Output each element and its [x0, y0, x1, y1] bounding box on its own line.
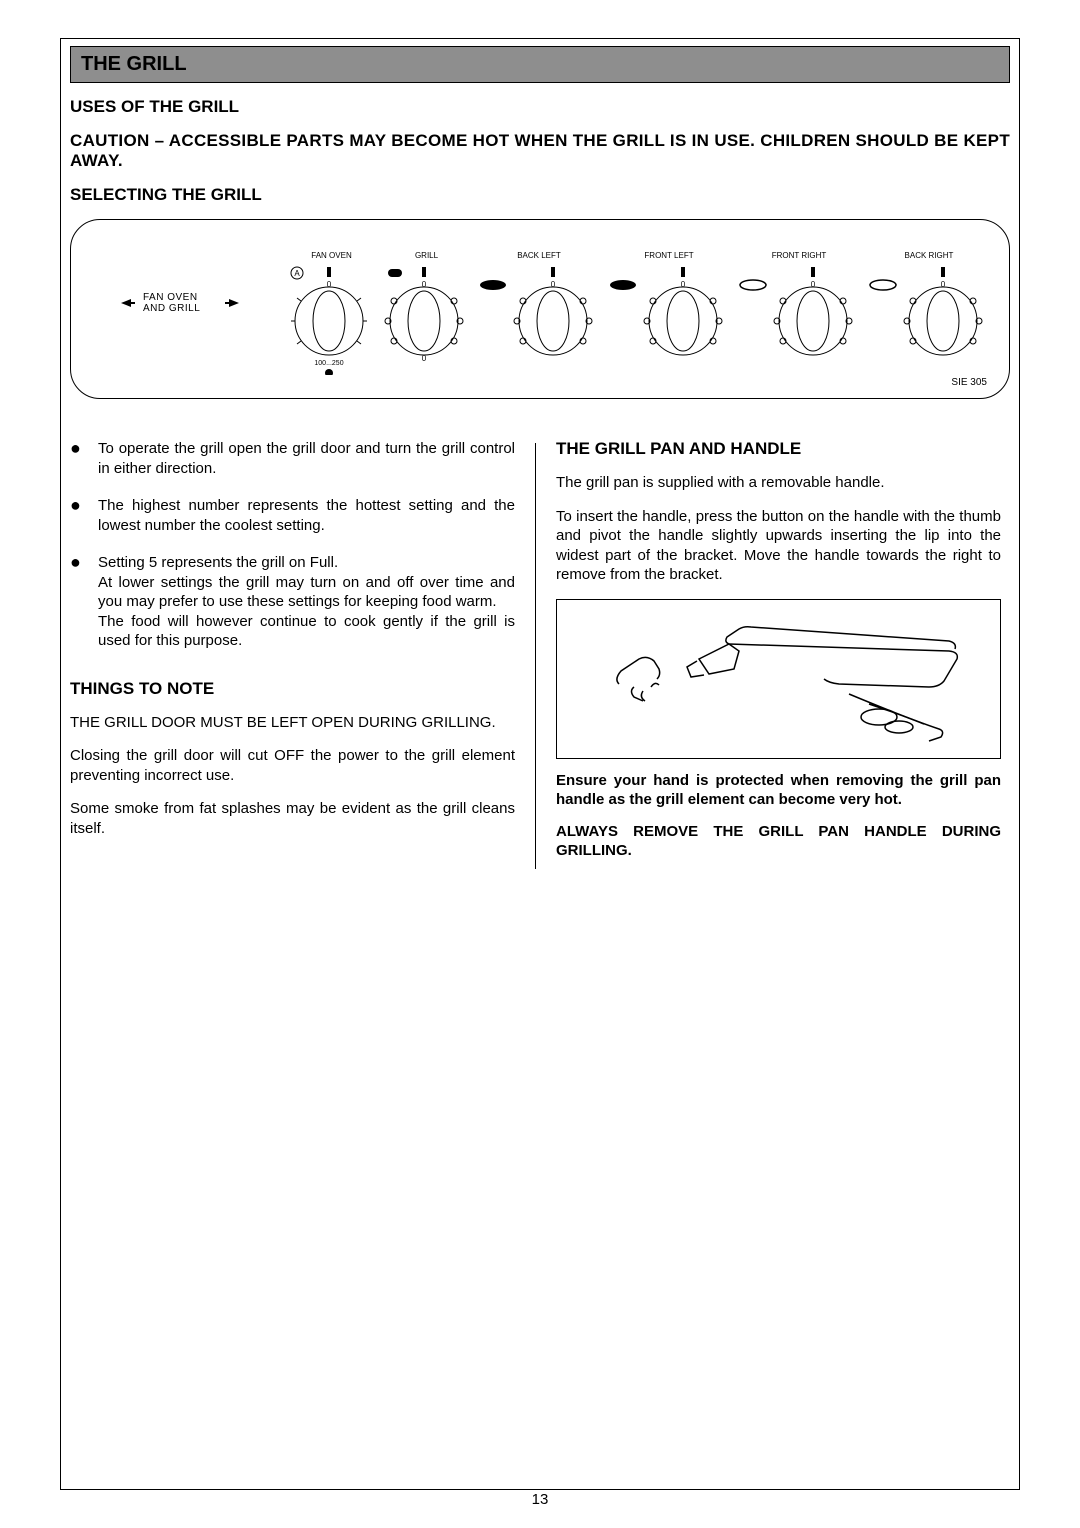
diagram-content: FAN OVEN AND GRILL FAN OVEN A 0: [91, 238, 989, 388]
knob-grill: GRILL 0 0: [384, 251, 469, 365]
knobs-row: FAN OVEN A 0 100.: [289, 251, 989, 375]
bullet-text: Setting 5 represents the grill on Full. …: [98, 553, 515, 651]
handle-illustration-icon: [579, 609, 979, 749]
svg-text:0: 0: [681, 280, 686, 289]
note-text: Closing the grill door will cut OFF the …: [70, 746, 515, 785]
pan-remove-instruction: ALWAYS REMOVE THE GRILL PAN HANDLE DURIN…: [556, 822, 1001, 861]
list-item: ● To operate the grill open the grill do…: [70, 439, 515, 478]
svg-text:0: 0: [811, 280, 816, 289]
knob-back-left: BACK LEFT 0: [479, 251, 599, 365]
note-text: Some smoke from fat splashes may be evid…: [70, 799, 515, 838]
grill-knob-icon: 0 0: [384, 265, 469, 365]
svg-text:100...250: 100...250: [314, 360, 343, 367]
front-left-knob-icon: 0: [609, 265, 729, 365]
arrow-right-icon: [225, 295, 239, 311]
pan-warning: Ensure your hand is protected when remov…: [556, 771, 1001, 810]
model-label: SIE 305: [951, 377, 987, 388]
knob-label: BACK LEFT: [517, 251, 561, 261]
page-content: THE GRILL USES OF THE GRILL CAUTION – AC…: [60, 38, 1020, 881]
knob-label: BACK RIGHT: [905, 251, 954, 261]
bullet-icon: ●: [70, 439, 98, 478]
pan-text: The grill pan is supplied with a removab…: [556, 473, 1001, 493]
knob-label: GRILL: [415, 251, 438, 261]
back-right-knob-icon: 0: [869, 265, 989, 365]
back-left-knob-icon: 0: [479, 265, 599, 365]
things-to-note-heading: THINGS TO NOTE: [70, 679, 515, 699]
svg-text:A: A: [294, 269, 300, 278]
knob-front-left: FRONT LEFT 0: [609, 251, 729, 365]
arrow-left-icon: [121, 295, 135, 311]
pan-handle-heading: THE GRILL PAN AND HANDLE: [556, 439, 1001, 459]
svg-text:0: 0: [327, 280, 332, 289]
fan-oven-grill-label-group: FAN OVEN AND GRILL: [121, 292, 239, 314]
bullet-text: The highest number represents the hottes…: [98, 496, 515, 535]
svg-text:0: 0: [551, 280, 556, 289]
right-column: THE GRILL PAN AND HANDLE The grill pan i…: [536, 439, 1001, 873]
section-header-bar: THE GRILL: [70, 46, 1010, 83]
body-columns: ● To operate the grill open the grill do…: [70, 439, 1010, 873]
grill-pan-handle-diagram: [556, 599, 1001, 759]
svg-text:0: 0: [941, 280, 946, 289]
list-item: ● Setting 5 represents the grill on Full…: [70, 553, 515, 651]
knob-fan-oven: FAN OVEN A 0 100.: [289, 251, 374, 375]
bullet-icon: ●: [70, 553, 98, 651]
knob-label: FRONT RIGHT: [772, 251, 827, 261]
bullet-text: To operate the grill open the grill door…: [98, 439, 515, 478]
uses-heading: USES OF THE GRILL: [70, 97, 1010, 117]
knob-front-right: FRONT RIGHT 0: [739, 251, 859, 365]
control-panel-diagram: FAN OVEN AND GRILL FAN OVEN A 0: [70, 219, 1010, 399]
svg-text:0: 0: [422, 280, 427, 289]
caution-text: CAUTION – ACCESSIBLE PARTS MAY BECOME HO…: [70, 131, 1010, 171]
left-column: ● To operate the grill open the grill do…: [70, 439, 535, 873]
fan-oven-grill-label: FAN OVEN AND GRILL: [143, 292, 217, 314]
list-item: ● The highest number represents the hott…: [70, 496, 515, 535]
section-title: THE GRILL: [81, 53, 999, 76]
bullet-icon: ●: [70, 496, 98, 535]
knob-label: FAN OVEN: [311, 251, 351, 261]
svg-text:0: 0: [422, 354, 427, 363]
selecting-heading: SELECTING THE GRILL: [70, 185, 1010, 205]
knob-back-right: BACK RIGHT 0: [869, 251, 989, 365]
pan-text: To insert the handle, press the button o…: [556, 507, 1001, 585]
knob-label: FRONT LEFT: [644, 251, 693, 261]
front-right-knob-icon: 0: [739, 265, 859, 365]
note-text: THE GRILL DOOR MUST BE LEFT OPEN DURING …: [70, 713, 515, 733]
page-number: 13: [532, 1491, 549, 1508]
fan-oven-knob-icon: A 0 100...250: [289, 265, 374, 375]
grill-bullets: ● To operate the grill open the grill do…: [70, 439, 515, 651]
